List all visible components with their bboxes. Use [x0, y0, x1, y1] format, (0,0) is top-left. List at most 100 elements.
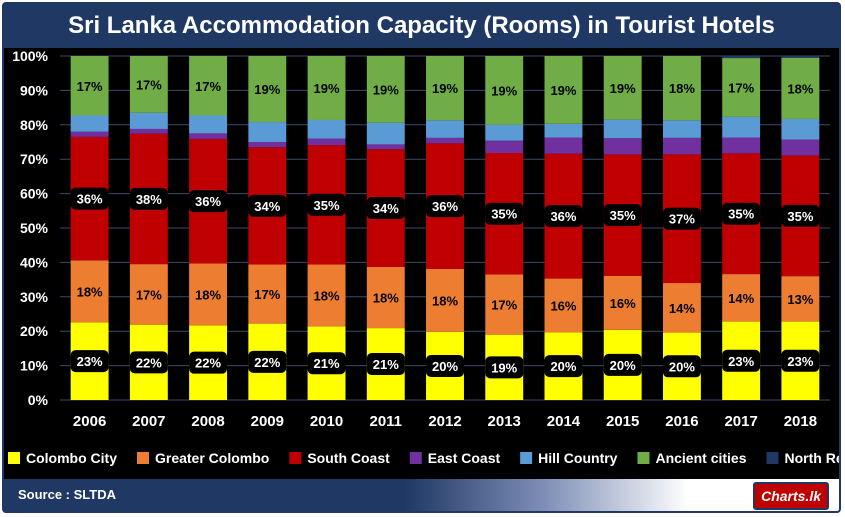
bar-segment — [781, 276, 820, 322]
bar-segment — [662, 137, 701, 155]
data-label: 14% — [728, 291, 754, 306]
data-label: 19% — [610, 81, 636, 96]
data-label: 19% — [491, 360, 517, 375]
bar-segment — [781, 118, 820, 140]
data-label: 17% — [77, 79, 103, 94]
data-label: 35% — [314, 198, 340, 213]
bar-segment — [307, 264, 346, 327]
bar-segment — [248, 56, 287, 123]
bar-segment — [248, 264, 287, 324]
data-label: 19% — [432, 81, 458, 96]
legend-label: Ancient cities — [655, 450, 746, 466]
x-tick-label: 2008 — [191, 413, 224, 430]
bar-segment — [307, 119, 346, 139]
data-label: 36% — [77, 192, 103, 207]
data-label-box — [129, 351, 168, 374]
bar-segment — [426, 137, 464, 144]
y-tick-label: 60% — [20, 186, 49, 202]
y-tick-label: 80% — [20, 117, 49, 133]
x-tick-label: 2016 — [665, 413, 698, 430]
data-label: 18% — [373, 290, 399, 305]
data-label: 21% — [373, 357, 399, 372]
data-label: 19% — [373, 82, 399, 97]
data-label: 34% — [254, 199, 280, 214]
data-label-box — [248, 350, 287, 373]
data-label: 22% — [136, 355, 162, 370]
legend-swatch — [637, 452, 650, 464]
data-label: 20% — [669, 359, 695, 374]
bar-segment — [722, 137, 761, 154]
data-label: 22% — [195, 356, 221, 371]
x-tick-label: 2018 — [784, 413, 817, 430]
data-label: 19% — [550, 83, 576, 98]
data-label: 18% — [77, 284, 103, 299]
bar-segment — [189, 115, 228, 134]
bar-segment — [603, 119, 642, 139]
data-label: 18% — [195, 287, 221, 302]
data-label: 17% — [491, 298, 517, 313]
legend-label: Greater Colombo — [155, 450, 269, 466]
data-label: 37% — [669, 212, 695, 227]
data-label: 18% — [669, 81, 695, 96]
data-label-box — [307, 352, 346, 375]
bar-segment — [722, 58, 761, 117]
data-label-box — [662, 355, 701, 378]
legend-swatch — [409, 452, 422, 464]
data-label: 23% — [728, 354, 754, 369]
bar-segment — [662, 56, 701, 121]
data-label-box — [544, 355, 583, 378]
data-label-box — [603, 204, 642, 227]
x-tick-label: 2009 — [251, 413, 284, 430]
data-label: 23% — [787, 354, 813, 369]
bar-segment — [781, 56, 820, 58]
legend-swatch — [289, 452, 302, 464]
brand-logo: Charts.lk — [753, 482, 829, 510]
bar-segment — [603, 56, 642, 120]
bar-segment — [366, 122, 405, 145]
bar-segment — [366, 144, 405, 150]
y-tick-label: 40% — [20, 254, 49, 270]
data-label: 16% — [550, 298, 576, 313]
data-label-box — [426, 354, 464, 377]
data-label: 14% — [669, 301, 695, 316]
y-tick-label: 50% — [20, 220, 49, 236]
data-label-box — [366, 353, 405, 376]
data-label: 17% — [136, 77, 162, 92]
bar-segment — [485, 274, 524, 335]
data-label: 20% — [550, 359, 576, 374]
data-label: 19% — [491, 83, 517, 98]
bar-segment — [722, 56, 761, 59]
legend-swatch — [136, 452, 149, 464]
bar-segment — [189, 263, 228, 326]
data-label: 17% — [254, 287, 280, 302]
data-label: 20% — [432, 359, 458, 374]
data-label-box — [248, 194, 287, 217]
data-label: 21% — [314, 356, 340, 371]
data-label: 36% — [550, 209, 576, 224]
data-label: 20% — [610, 358, 636, 373]
data-label-box — [662, 207, 701, 230]
data-label-box — [189, 351, 228, 374]
data-label-box — [366, 197, 405, 220]
data-label: 17% — [728, 80, 754, 95]
legend-swatch — [520, 452, 533, 464]
data-label: 35% — [610, 208, 636, 223]
bar-segment — [426, 56, 464, 121]
data-label: 16% — [610, 296, 636, 311]
bar-segment — [70, 260, 109, 323]
data-label: 19% — [254, 82, 280, 97]
data-label: 36% — [195, 194, 221, 209]
data-label: 38% — [136, 192, 162, 207]
data-label-box — [189, 190, 228, 213]
source-note: Source : SLTDA — [18, 487, 116, 502]
bar-segment — [781, 139, 820, 156]
bar-segment — [129, 128, 168, 134]
data-label: 18% — [314, 288, 340, 303]
bar-segment — [544, 137, 583, 154]
data-label: 17% — [195, 79, 221, 94]
bar-segment — [544, 278, 583, 333]
data-label: 19% — [314, 81, 340, 96]
bar-segment — [426, 120, 464, 138]
data-label: 18% — [787, 81, 813, 96]
y-tick-label: 30% — [20, 289, 49, 305]
